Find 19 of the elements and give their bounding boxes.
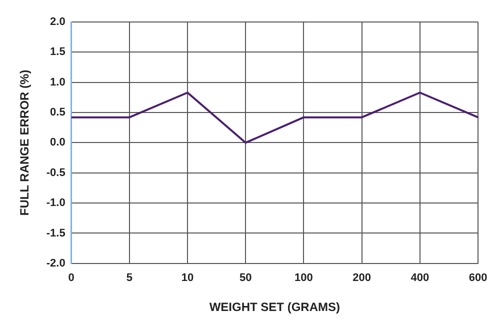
y-tick-label: 0.0 <box>50 136 66 149</box>
x-tick-label: 200 <box>352 272 371 284</box>
x-tick-label: 400 <box>410 272 430 284</box>
x-tick-label: 50 <box>240 272 252 284</box>
y-tick-label: -1.0 <box>46 197 66 210</box>
y-tick-label: -1.5 <box>46 227 66 240</box>
y-axis-title: FULL RANGE ERROR (%) <box>18 70 32 216</box>
x-tick-label: 100 <box>294 272 313 284</box>
y-tick-label: 0.5 <box>50 106 66 119</box>
x-axis-title: WEIGHT SET (GRAMS) <box>209 300 340 314</box>
x-tick-label: 5 <box>126 272 133 284</box>
x-tick-label: 0 <box>68 272 74 284</box>
x-tick-label: 600 <box>468 272 488 284</box>
y-tick-label: 2.0 <box>50 16 66 28</box>
y-tick-label: 1.0 <box>50 76 66 88</box>
y-tick-label: 1.5 <box>50 46 66 58</box>
y-tick-label: -0.5 <box>46 166 66 179</box>
y-tick-label: -2.0 <box>46 257 66 270</box>
x-tick-label: 10 <box>181 272 194 284</box>
